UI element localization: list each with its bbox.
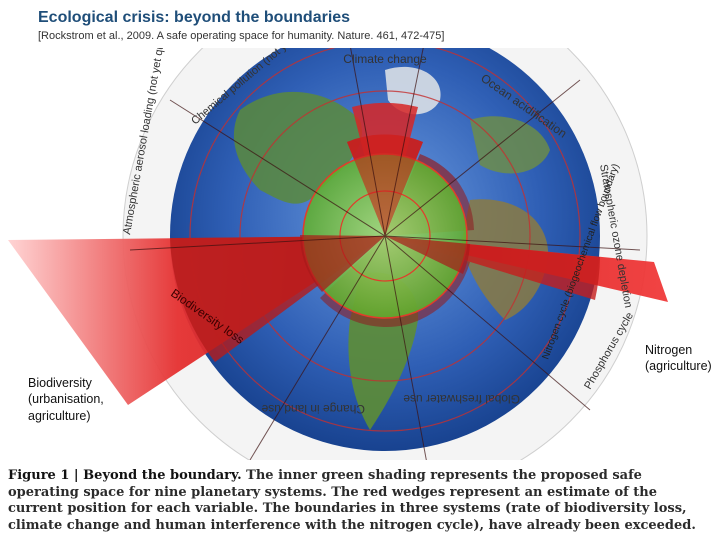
caption-text: The inner green shading represents the p… — [8, 468, 696, 533]
sector-dividers — [129, 48, 641, 460]
caption-label: Figure 1 | Beyond the boundary. — [8, 468, 242, 483]
planetary-boundaries-diagram: Climate change Ocean acidification Strat… — [8, 48, 668, 460]
callout-biodiversity: Biodiversity (urbanisation, agriculture) — [28, 376, 104, 423]
callout-nitrogen: Nitrogen (agriculture) — [645, 343, 712, 374]
page-title: Ecological crisis: beyond the boundaries — [38, 9, 351, 26]
citation: [Rockstrom et al., 2009. A safe operatin… — [38, 30, 445, 42]
continent-europe — [470, 116, 550, 174]
figure-caption: Figure 1 | Beyond the boundary. The inne… — [8, 468, 712, 534]
label-freshwater: Global freshwater use — [403, 392, 520, 406]
continent-greenland — [385, 66, 441, 115]
label-land-use: Change in land use — [261, 402, 365, 416]
label-climate-change: Climate change — [343, 52, 427, 66]
